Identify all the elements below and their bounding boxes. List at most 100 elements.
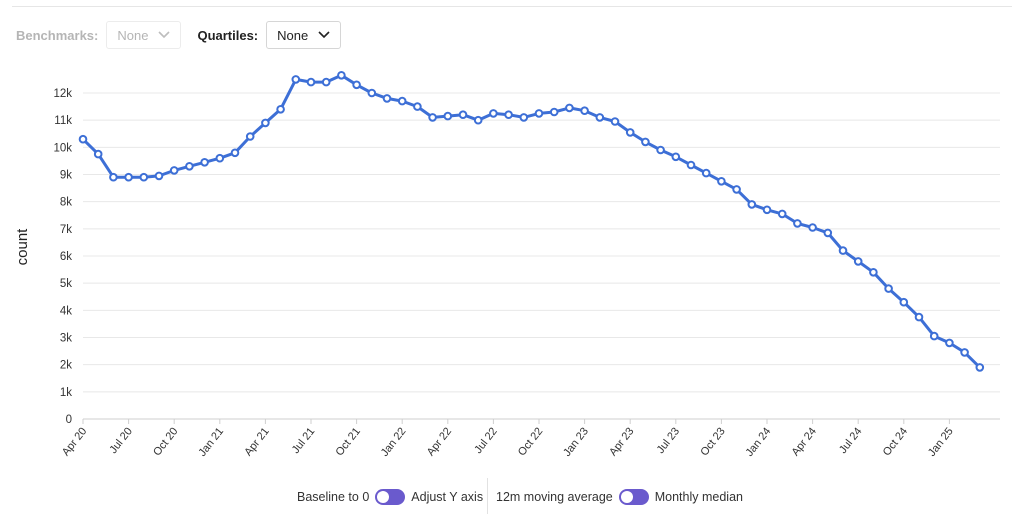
data-point	[580, 106, 589, 115]
y-tick-label: 4k	[60, 305, 72, 317]
y-tick-label: 5k	[60, 278, 72, 290]
data-point	[139, 172, 149, 182]
data-point	[93, 149, 103, 159]
data-point	[549, 107, 559, 117]
baseline-label: Baseline to 0	[297, 490, 370, 504]
monthly-median-label: Monthly median	[654, 490, 743, 504]
data-point	[701, 168, 711, 178]
grid-layer	[82, 92, 1000, 424]
series-line	[81, 73, 982, 369]
data-point	[686, 160, 696, 170]
data-point	[793, 219, 802, 228]
data-point	[352, 80, 361, 90]
y-tick-label: 11k	[54, 115, 72, 127]
data-point	[732, 185, 741, 194]
data-point	[185, 162, 194, 171]
data-point	[717, 177, 726, 186]
data-point	[428, 113, 437, 122]
data-point	[945, 338, 954, 348]
baseline-toggle[interactable]	[375, 489, 406, 505]
x-tick-label: Apr 22	[425, 425, 454, 458]
chart-controls: Benchmarks: None Quartiles: None	[16, 20, 342, 50]
y-axis-label: count	[14, 228, 31, 266]
x-tick-label: Jul 24	[837, 425, 865, 456]
data-point	[884, 284, 893, 293]
chart-footer: Baseline to 0 Adjust Y axis 12m moving a…	[0, 484, 1024, 510]
data-point	[276, 105, 285, 114]
x-tick-label: Apr 24	[790, 425, 819, 458]
data-point	[473, 115, 483, 125]
x-tick-label: Oct 23	[698, 425, 727, 458]
data-point	[413, 102, 422, 111]
x-tick-label: Oct 21	[334, 425, 363, 458]
x-tick-label: Jul 21	[290, 425, 318, 456]
x-tick-label: Jul 23	[655, 425, 683, 456]
data-point	[397, 96, 407, 106]
data-point	[641, 137, 650, 147]
data-point	[747, 200, 757, 209]
x-tick-label: Oct 20	[151, 425, 180, 458]
data-point	[245, 132, 255, 141]
x-tick-label: Jan 23	[561, 425, 591, 458]
data-point	[960, 348, 969, 357]
data-point	[625, 128, 635, 137]
chevron-down-icon	[158, 31, 171, 39]
y-tick-label: 1k	[60, 387, 72, 399]
data-point	[382, 94, 392, 103]
data-point	[458, 110, 468, 119]
top-divider	[12, 6, 1012, 7]
data-point	[762, 205, 772, 215]
y-tick-label: 6k	[60, 251, 72, 263]
data-point	[321, 77, 331, 87]
data-point	[78, 134, 88, 144]
data-point	[169, 166, 179, 175]
y-tick-label: 8k	[60, 197, 72, 209]
data-point	[504, 110, 513, 119]
data-point	[306, 77, 316, 87]
x-tick-label: Jan 24	[744, 425, 774, 458]
data-point	[808, 223, 817, 232]
data-point	[291, 75, 301, 84]
y-tick-labels: 0 1k 2k 3k 4k 5k 6k 7k 8k 9k 10k 11k 12k	[53, 88, 72, 426]
quartiles-label: Quartiles:	[197, 27, 259, 43]
toggle-knob	[377, 491, 390, 503]
data-point	[671, 152, 681, 162]
data-point	[215, 153, 225, 163]
data-point	[337, 71, 346, 80]
quartiles-value: None	[277, 27, 309, 43]
y-tick-label: 7k	[60, 224, 72, 236]
toggle-knob	[620, 491, 633, 503]
quartiles-select[interactable]: None	[266, 21, 342, 49]
data-point	[838, 246, 848, 255]
median-toggle[interactable]	[618, 489, 649, 505]
data-point	[519, 113, 529, 122]
data-point	[534, 109, 544, 118]
data-point	[200, 158, 209, 167]
benchmarks-select: None	[106, 21, 182, 49]
data-point	[565, 103, 574, 113]
data-point	[975, 363, 985, 372]
data-point	[853, 257, 863, 266]
y-tick-label: 9k	[60, 170, 72, 182]
data-point	[489, 109, 498, 118]
data-point	[154, 171, 164, 181]
x-tick-label: Jan 22	[379, 425, 409, 458]
data-point	[595, 113, 605, 122]
x-tick-labels: Apr 20 Jul 20 Oct 20 Jan 21 Apr 21 Jul 21 Oct …	[60, 425, 956, 458]
data-point	[124, 172, 133, 182]
x-tick-label: Jul 22	[472, 425, 500, 456]
data-point	[899, 297, 909, 307]
y-tick-label: 12k	[53, 88, 72, 100]
x-tick-label: Apr 20	[60, 425, 89, 458]
benchmarks-value: None	[117, 27, 149, 43]
x-tick-label: Apr 23	[607, 425, 636, 458]
moving-average-label: 12m moving average	[496, 490, 613, 504]
baseline-toggle-group: Baseline to 0 Adjust Y axis	[297, 484, 483, 510]
data-point	[109, 172, 118, 182]
data-point	[230, 148, 240, 158]
data-point	[367, 88, 377, 98]
benchmarks-label: Benchmarks:	[16, 27, 99, 43]
data-point	[443, 111, 453, 121]
data-point	[929, 331, 939, 341]
data-point	[914, 312, 924, 322]
